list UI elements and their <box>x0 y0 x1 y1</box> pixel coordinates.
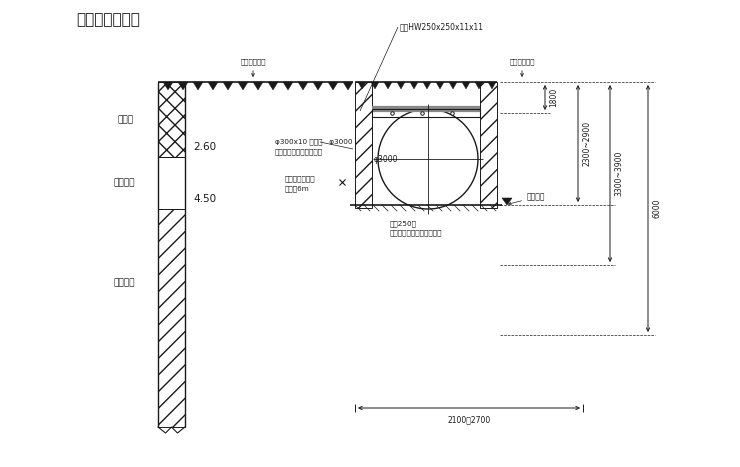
Polygon shape <box>178 82 188 90</box>
Polygon shape <box>223 82 233 90</box>
Text: φ300x10 钢套管   φ3000: φ300x10 钢套管 φ3000 <box>275 139 352 145</box>
Polygon shape <box>238 82 248 90</box>
Polygon shape <box>475 82 483 89</box>
Polygon shape <box>253 82 263 90</box>
Polygon shape <box>298 82 308 90</box>
Polygon shape <box>502 198 512 205</box>
Text: 基础开挖后灰管立素混凝土: 基础开挖后灰管立素混凝土 <box>390 230 443 236</box>
Polygon shape <box>436 82 444 89</box>
Text: 杂填土: 杂填土 <box>118 115 134 124</box>
Polygon shape <box>397 82 405 89</box>
Polygon shape <box>268 82 278 90</box>
Text: 6000: 6000 <box>652 199 661 218</box>
Text: 锚长约6m: 锚长约6m <box>285 186 310 192</box>
Text: 2300~2900: 2300~2900 <box>582 121 591 166</box>
Polygon shape <box>163 82 173 90</box>
Polygon shape <box>358 82 366 89</box>
Text: 1800: 1800 <box>549 88 558 107</box>
Text: 钻孔剖面示意图: 钻孔剖面示意图 <box>76 13 140 28</box>
Polygon shape <box>193 82 203 90</box>
Polygon shape <box>384 82 392 89</box>
Text: 钢柱HW250x250x11x11: 钢柱HW250x250x11x11 <box>400 22 484 31</box>
Bar <box>158 157 185 209</box>
Polygon shape <box>371 82 379 89</box>
Text: 3300~3900: 3300~3900 <box>614 151 623 196</box>
Polygon shape <box>343 82 353 90</box>
Bar <box>480 82 497 208</box>
Text: 原有地面标高: 原有地面标高 <box>240 58 266 65</box>
Text: 原有地面标高: 原有地面标高 <box>509 58 535 65</box>
Text: 根交管与钢管间采用焊接: 根交管与钢管间采用焊接 <box>275 149 323 156</box>
Polygon shape <box>208 82 218 90</box>
Polygon shape <box>423 82 431 89</box>
Polygon shape <box>410 82 418 89</box>
Text: 粉质粘土: 粉质粘土 <box>113 278 135 288</box>
Polygon shape <box>328 82 338 90</box>
Text: 4.50: 4.50 <box>193 194 216 204</box>
Text: 桩径250厘: 桩径250厘 <box>390 221 417 227</box>
Bar <box>158 209 185 427</box>
Text: 开挖底面: 开挖底面 <box>508 192 545 205</box>
Polygon shape <box>283 82 293 90</box>
Bar <box>355 82 372 208</box>
Polygon shape <box>462 82 470 89</box>
Text: 2.60: 2.60 <box>193 142 216 152</box>
Text: 细砂层土: 细砂层土 <box>113 178 135 187</box>
Text: φ3000: φ3000 <box>374 155 399 163</box>
Polygon shape <box>449 82 457 89</box>
Text: 自进式固结锚杆: 自进式固结锚杆 <box>285 176 316 182</box>
Text: 2100～2700: 2100～2700 <box>448 416 491 425</box>
Polygon shape <box>488 82 496 89</box>
Bar <box>158 82 185 157</box>
Polygon shape <box>313 82 323 90</box>
